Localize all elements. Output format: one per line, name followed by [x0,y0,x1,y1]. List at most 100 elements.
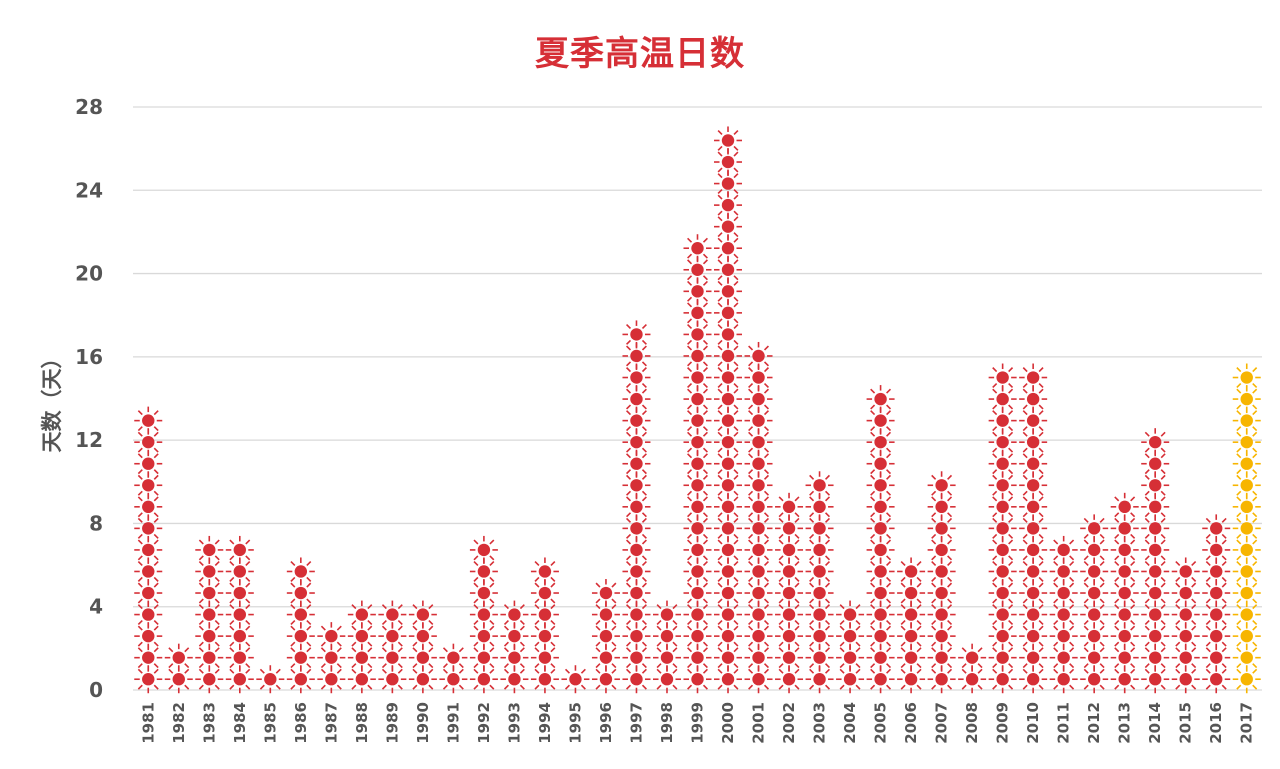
sun-ray [870,663,876,669]
sun-core [904,565,918,578]
sun-ray [137,517,143,523]
sun-core [813,629,826,643]
sun-core [691,479,704,492]
sun-ray [550,625,556,631]
sun-ray [717,216,723,222]
sun-icon [1141,535,1170,564]
sun-ray [687,426,693,432]
sun-core [1057,629,1070,643]
sun-core [630,629,643,643]
sun-ray [992,426,998,432]
sun-core [1026,543,1040,557]
sun-ray [870,410,876,416]
sun-ray [626,598,632,604]
sun-ray [1114,533,1120,539]
sun-ray [824,555,831,561]
sun-ray [1160,496,1166,502]
sun-ray [1008,382,1014,388]
sun-ray [198,641,204,647]
sun-ray [1053,641,1059,647]
sun-core [1118,608,1131,621]
sun-core [1026,500,1040,514]
sun-ray [916,598,922,604]
sun-ray [748,388,754,394]
sun-ray [977,647,983,653]
sun-ray [702,447,708,453]
sun-ray [198,598,204,604]
sun-ray [1252,388,1258,394]
sun-core [935,543,948,557]
y-tick-label: 16 [75,345,103,369]
sun-ray [580,684,586,690]
sun-core [1240,479,1253,492]
sun-icon [866,428,895,457]
sun-ray [931,496,937,502]
sun-ray [473,668,479,674]
sun-ray [1144,604,1150,610]
x-tick-label: 2007 [933,702,951,744]
sun-ray [1083,555,1089,561]
bar [500,600,529,694]
sun-core [142,565,155,578]
bar [469,535,498,694]
sun-ray [1130,561,1136,567]
sun-icon [714,600,743,629]
sun-ray [1069,604,1075,610]
sun-ray [306,620,312,626]
sun-icon [622,363,651,392]
sun-core [874,457,887,470]
sun-core [721,349,735,363]
sun-icon [1019,557,1048,586]
sun-ray [687,296,693,302]
sun-ray [870,582,876,588]
sun-ray [916,620,922,626]
sun-ray [687,237,693,243]
bar [897,557,926,694]
sun-core [1179,565,1192,578]
sun-ray [198,555,204,561]
sun-icon [683,385,712,414]
bar [1232,363,1261,694]
sun-ray [931,604,937,610]
sun-ray [1236,625,1242,631]
sun-ray [656,647,662,653]
sun-icon [530,665,559,694]
sun-ray [763,620,769,626]
sun-ray [702,474,708,480]
sun-core [447,651,460,664]
x-tick-label: 2005 [872,702,890,744]
sun-core [996,586,1009,600]
sun-ray [717,130,723,136]
sun-ray [184,647,190,653]
sun-ray [855,625,861,631]
sun-core [1179,629,1192,643]
sun-ray [245,561,251,567]
sun-ray [763,490,769,496]
sun-ray [367,647,373,653]
sun-ray [473,625,479,631]
sun-ray [1221,582,1227,588]
sun-ray [1083,533,1089,539]
sun-ray [687,410,693,416]
sun-ray [1008,598,1014,604]
sun-ray [1114,684,1120,690]
sun-ray [626,410,632,416]
sun-ray [1083,539,1089,545]
sun-ray [992,431,998,437]
sun-core [1087,629,1101,643]
sun-ray [702,469,708,475]
sun-icon [683,277,712,306]
sun-ray [1008,431,1014,437]
sun-ray [137,604,143,610]
sun-ray [290,582,296,588]
y-tick-label: 20 [75,262,103,286]
sun-ray [717,323,723,329]
sun-ray [626,561,632,567]
sun-ray [1191,598,1197,604]
sun-ray [306,684,312,690]
sun-ray [931,474,937,480]
sun-ray [1144,533,1150,539]
sun-icon [805,600,834,629]
sun-icon [988,492,1017,521]
sun-icon [1202,557,1231,586]
